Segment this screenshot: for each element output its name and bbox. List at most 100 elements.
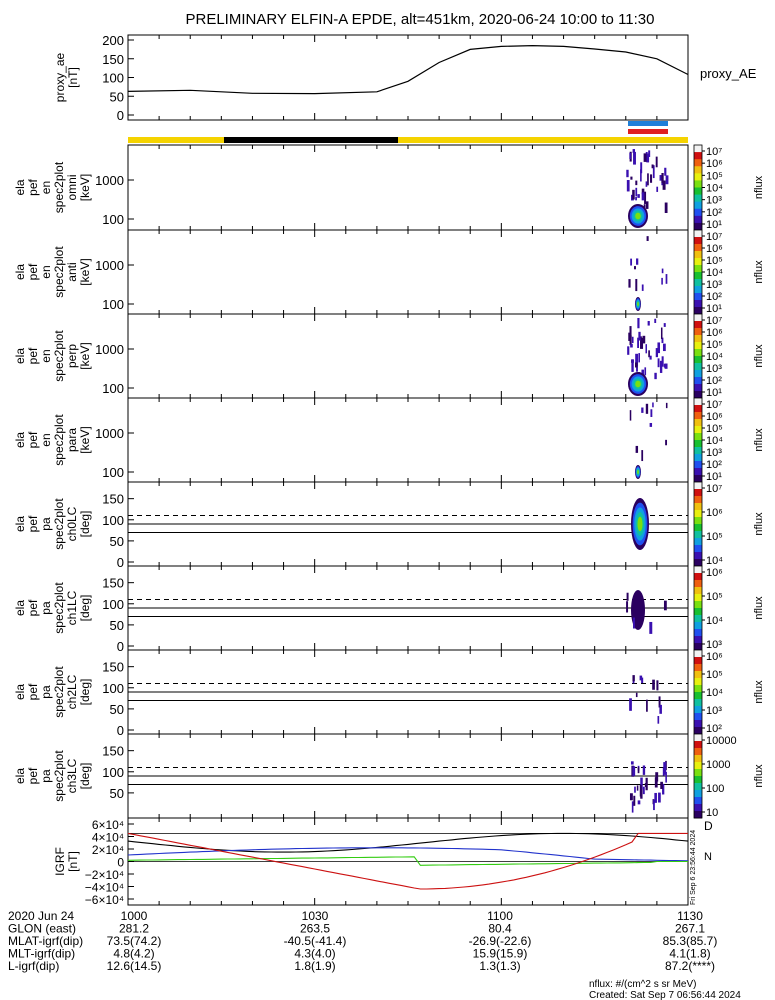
colorbar-segment [694, 755, 702, 763]
y-tick-label: 0 [117, 555, 124, 570]
colorbar-segment [694, 461, 702, 469]
colorbar-segment [694, 720, 702, 728]
colorbar-tick-label: 10³ [706, 195, 722, 207]
colorbar-segment [694, 734, 702, 742]
igrf-down-line [127, 832, 688, 890]
spectrogram-pixel [629, 410, 632, 421]
spectrogram-pixel [626, 592, 629, 601]
colorbar-segment [694, 503, 702, 511]
y-tick-label: 2×10⁴ [92, 843, 124, 857]
y-axis-label: pef [26, 178, 40, 195]
y-axis-label: [nT] [66, 67, 80, 88]
y-axis-label: ch1LC [65, 590, 79, 625]
y-axis-label: proxy_ae [53, 52, 67, 102]
colorbar-tick-label: 10² [706, 291, 722, 303]
orbit-value: 1130 [677, 909, 703, 923]
spectrogram-pixel [629, 335, 632, 346]
y-axis-label: perp [65, 344, 79, 368]
spectrogram-pixel [626, 180, 630, 192]
y-axis-label: ch2LC [65, 674, 79, 709]
panel-en_omni: ela pef en spec2plot omni [keV] 100010010⁷10⁶1… [13, 144, 765, 231]
y-axis-label: spec2plot [52, 161, 66, 213]
colorbar-tick-label: 10¹ [706, 303, 722, 315]
spectrogram-pixel [627, 346, 630, 355]
y-tick-label: 1000 [95, 173, 124, 188]
orbit-value: 1030 [302, 909, 329, 923]
spectrogram-pixel [643, 153, 647, 162]
y-axis-label: pef [26, 767, 40, 784]
spectrogram-pixel [655, 772, 659, 782]
orbit-value: 1.3(1.3) [479, 959, 520, 973]
spectrogram-pixel [663, 600, 667, 611]
y-axis-label: spec2plot [52, 330, 66, 382]
colorbar-segment [694, 783, 702, 791]
spectrogram-pixel [662, 180, 666, 190]
colorbar-tick-label: 10⁶ [706, 243, 723, 255]
y-tick-label: 0 [117, 108, 124, 123]
colorbar-segment [694, 237, 702, 245]
spectrogram-pixel [640, 337, 644, 349]
colorbar-segment [694, 804, 702, 812]
spectrogram-pixel [632, 149, 636, 153]
colorbar-segment [694, 559, 702, 567]
colorbar-tick-label: 10⁷ [706, 399, 722, 411]
spectrogram-pixel [637, 800, 641, 805]
spectrogram-pixel [638, 353, 640, 363]
panel-frame [127, 397, 689, 483]
colorbar-segment [694, 215, 702, 224]
y-tick-label: 150 [102, 576, 124, 591]
spectrogram-blob [637, 516, 643, 532]
spectrogram-blob [637, 470, 639, 474]
colorbar-segment [694, 713, 702, 721]
spectrogram-pixel [631, 801, 634, 813]
colorbar-label: nflux [753, 260, 765, 284]
spectrogram-pixel [635, 180, 638, 186]
y-axis-label: pef [26, 347, 40, 364]
panel-frame [127, 313, 689, 399]
y-axis-label: ch3LC [65, 758, 79, 793]
spectrogram-pixel [664, 363, 668, 369]
colorbar-segment [694, 145, 702, 153]
colorbar-segment [694, 762, 702, 770]
y-axis-label: spec2plot [52, 246, 66, 298]
y-tick-label: 0 [117, 639, 124, 654]
colorbar-tick-label: 10⁷ [706, 146, 722, 158]
colorbar-tick-label: 10⁶ [706, 158, 723, 170]
colorbar-segment [694, 180, 702, 188]
orbit-value: 267.1 [675, 922, 705, 936]
legend-proxy-ae: proxy_AE [700, 66, 757, 81]
colorbar-tick-label: 10¹ [706, 219, 722, 231]
orbit-row-label: 2020 Jun 24 [8, 909, 74, 923]
spectrogram-pixel [662, 783, 665, 795]
spectrogram-pixel [635, 353, 639, 367]
spectrogram-pixel [654, 792, 657, 803]
y-axis-label: en [39, 433, 53, 446]
status-bar-yellow [128, 137, 688, 143]
spectrogram-pixel [653, 799, 655, 811]
colorbar-tick-label: 10³ [706, 639, 722, 651]
spectrogram-pixel [629, 793, 633, 801]
spectrogram-pixel [641, 450, 644, 462]
spectrogram-pixel [645, 777, 648, 791]
spectrogram-pixel [628, 332, 631, 341]
spectrogram-pixel [665, 439, 668, 446]
spectrogram-pixel [641, 677, 644, 684]
colorbar-segment [694, 384, 702, 392]
colorbar-segment [694, 208, 702, 217]
colorbar-label: nflux [753, 175, 765, 199]
colorbar-segment [694, 307, 702, 315]
spectrogram-pixel [636, 258, 639, 265]
colorbar-segment [694, 538, 702, 546]
colorbar-tick-label: 10⁵ [706, 531, 723, 543]
spectrogram-pixel [645, 344, 647, 354]
colorbar-label: nflux [753, 680, 765, 704]
colorbar-tick-label: 10² [706, 207, 722, 219]
spectrogram-pixel [655, 348, 659, 358]
colorbar-segment [694, 790, 702, 798]
colorbar-segment [694, 552, 702, 560]
colorbar-tick-label: 10⁵ [706, 170, 723, 182]
colorbar-segment [694, 265, 702, 273]
igrf-timestamp-note: Fri Sep 6 23:56:44 2024 [690, 830, 697, 905]
y-tick-label: 50 [110, 534, 124, 549]
colorbar-segment [694, 622, 702, 630]
